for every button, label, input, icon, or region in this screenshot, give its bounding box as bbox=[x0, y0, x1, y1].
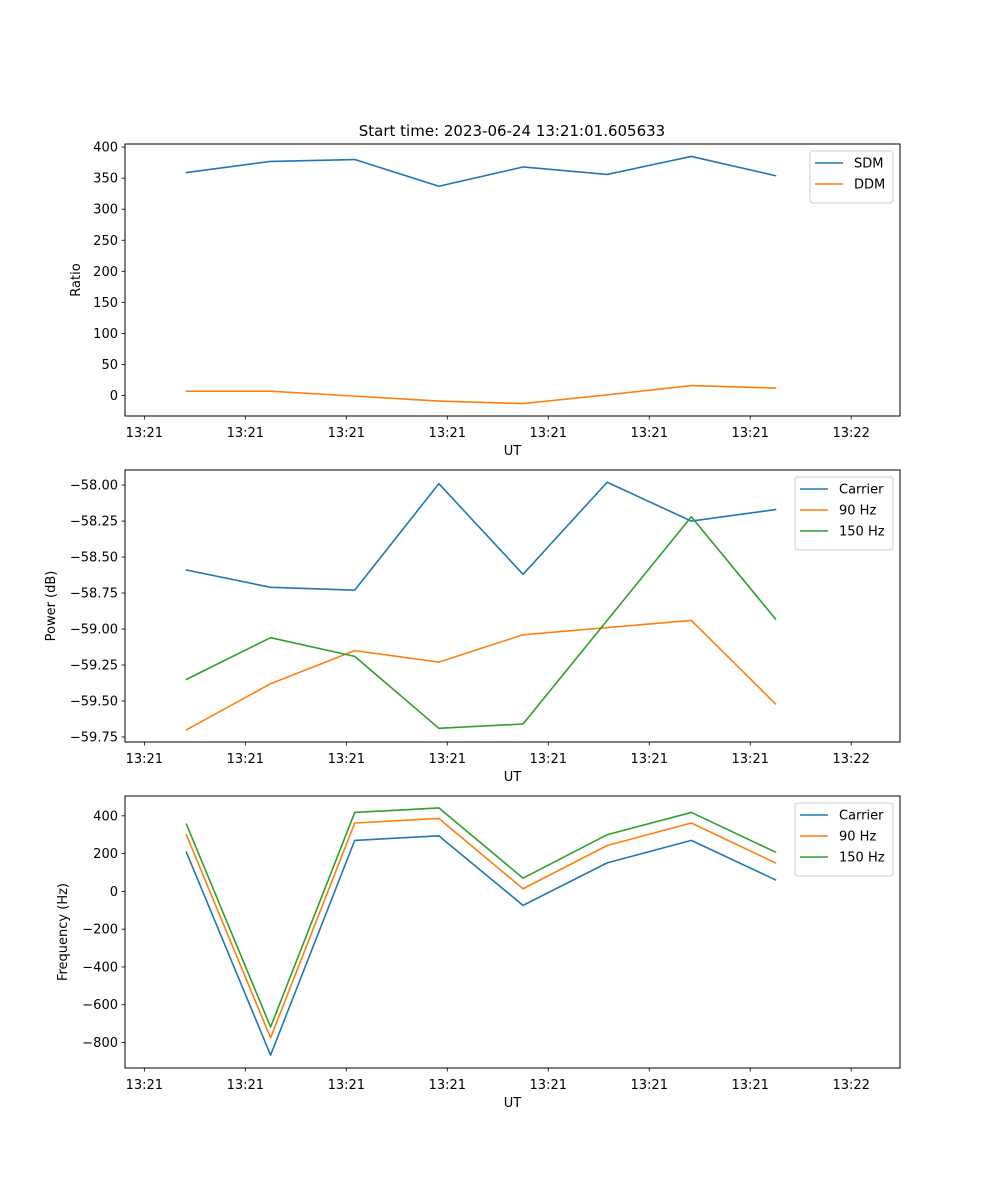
x-tick-label: 13:21 bbox=[631, 752, 668, 767]
y-tick-label: −600 bbox=[82, 998, 118, 1013]
legend: SDM DDM bbox=[809, 150, 894, 204]
y-axis-label: Power (dB) bbox=[44, 571, 59, 642]
x-axis-label: UT bbox=[504, 444, 522, 459]
legend-label: 150 Hz bbox=[839, 525, 885, 540]
y-tick-label: −58.75 bbox=[70, 587, 118, 602]
y-tick-label: −200 bbox=[82, 923, 118, 938]
ratio-panel: 0 50 100 150 200 250 300 350 400 13:21 13:21 13:21 1… bbox=[69, 141, 901, 459]
legend-label: 90 Hz bbox=[839, 830, 876, 845]
x-tick-label: 13:21 bbox=[731, 426, 768, 441]
x-tick-label: 13:21 bbox=[429, 426, 466, 441]
plot-frame bbox=[124, 469, 901, 743]
y-tick-label: −59.50 bbox=[70, 694, 118, 709]
x-tick-label: 13:22 bbox=[832, 1078, 869, 1093]
x-tick-label: 13:21 bbox=[126, 1078, 163, 1093]
x-tick-label: 13:21 bbox=[429, 752, 466, 767]
legend-label: SDM bbox=[854, 157, 883, 172]
y-tick-label: 350 bbox=[93, 172, 118, 187]
y-tick-label: 0 bbox=[110, 389, 118, 404]
x-tick-label: 13:21 bbox=[530, 1078, 567, 1093]
y-tick-label: −59.75 bbox=[70, 730, 118, 745]
y-axis-label: Frequency (Hz) bbox=[56, 883, 71, 981]
y-tick-label: 300 bbox=[93, 203, 118, 218]
x-tick-label: 13:21 bbox=[227, 426, 264, 441]
figure-title: Start time: 2023-06-24 13:21:01.605633 bbox=[359, 122, 665, 140]
series-line-90-hz bbox=[185, 619, 777, 731]
x-tick-label: 13:21 bbox=[126, 426, 163, 441]
y-tick-label: 200 bbox=[93, 265, 118, 280]
y-tick-label: −400 bbox=[82, 960, 118, 975]
y-tick-label: 100 bbox=[93, 327, 118, 342]
x-tick-label: 13:22 bbox=[832, 752, 869, 767]
series-line-carrier bbox=[185, 835, 777, 1056]
y-tick-label: −58.00 bbox=[70, 479, 118, 494]
y-tick-label: 400 bbox=[93, 141, 118, 156]
power-panel: −58.00 −58.25 −58.50 −58.75 −59.00 −59.25 −59.… bbox=[44, 469, 901, 785]
legend-label: Carrier bbox=[839, 809, 884, 824]
plot-frame bbox=[124, 795, 901, 1069]
x-tick-label: 13:21 bbox=[631, 1078, 668, 1093]
y-tick-label: 250 bbox=[93, 234, 118, 249]
x-axis-label: UT bbox=[504, 1096, 522, 1111]
x-tick-label: 13:21 bbox=[731, 1078, 768, 1093]
y-tick-label: 150 bbox=[93, 296, 118, 311]
y-tick-label: −58.50 bbox=[70, 551, 118, 566]
x-tick-label: 13:21 bbox=[328, 1078, 365, 1093]
frequency-panel: 400 200 0 −200 −400 −600 −800 13:21 13:21 13:21 13… bbox=[56, 795, 901, 1111]
x-tick-label: 13:21 bbox=[429, 1078, 466, 1093]
y-axis-label: Ratio bbox=[69, 263, 84, 296]
x-tick-label: 13:21 bbox=[530, 426, 567, 441]
legend-label: Carrier bbox=[839, 483, 884, 498]
legend-label: 150 Hz bbox=[839, 851, 885, 866]
x-tick-label: 13:21 bbox=[328, 426, 365, 441]
series-line-ddm bbox=[185, 384, 777, 405]
y-tick-label: −59.00 bbox=[70, 623, 118, 638]
legend-label: DDM bbox=[854, 178, 885, 193]
y-tick-label: −800 bbox=[82, 1036, 118, 1051]
series-line-90-hz bbox=[185, 817, 777, 1039]
x-tick-label: 13:21 bbox=[328, 752, 365, 767]
y-tick-label: −59.25 bbox=[70, 659, 118, 674]
x-tick-label: 13:21 bbox=[227, 1078, 264, 1093]
x-tick-label: 13:21 bbox=[227, 752, 264, 767]
series-line-150-hz bbox=[185, 807, 777, 1028]
legend: Carrier 90 Hz 150 Hz bbox=[794, 802, 894, 877]
legend: Carrier 90 Hz 150 Hz bbox=[794, 476, 894, 551]
legend-label: 90 Hz bbox=[839, 504, 876, 519]
y-tick-label: −58.25 bbox=[70, 515, 118, 530]
series-line-sdm bbox=[185, 155, 777, 188]
x-tick-label: 13:21 bbox=[731, 752, 768, 767]
x-tick-label: 13:22 bbox=[832, 426, 869, 441]
y-tick-label: 200 bbox=[93, 847, 118, 862]
x-tick-label: 13:21 bbox=[126, 752, 163, 767]
x-tick-label: 13:21 bbox=[530, 752, 567, 767]
y-tick-label: 50 bbox=[101, 358, 118, 373]
x-axis-label: UT bbox=[504, 770, 522, 785]
y-tick-label: 400 bbox=[93, 809, 118, 824]
legend-box bbox=[809, 150, 894, 204]
x-tick-label: 13:21 bbox=[631, 426, 668, 441]
series-line-150-hz bbox=[185, 515, 777, 730]
y-tick-label: 0 bbox=[110, 885, 118, 900]
series-line-carrier bbox=[185, 481, 777, 591]
plot-frame bbox=[124, 143, 901, 417]
